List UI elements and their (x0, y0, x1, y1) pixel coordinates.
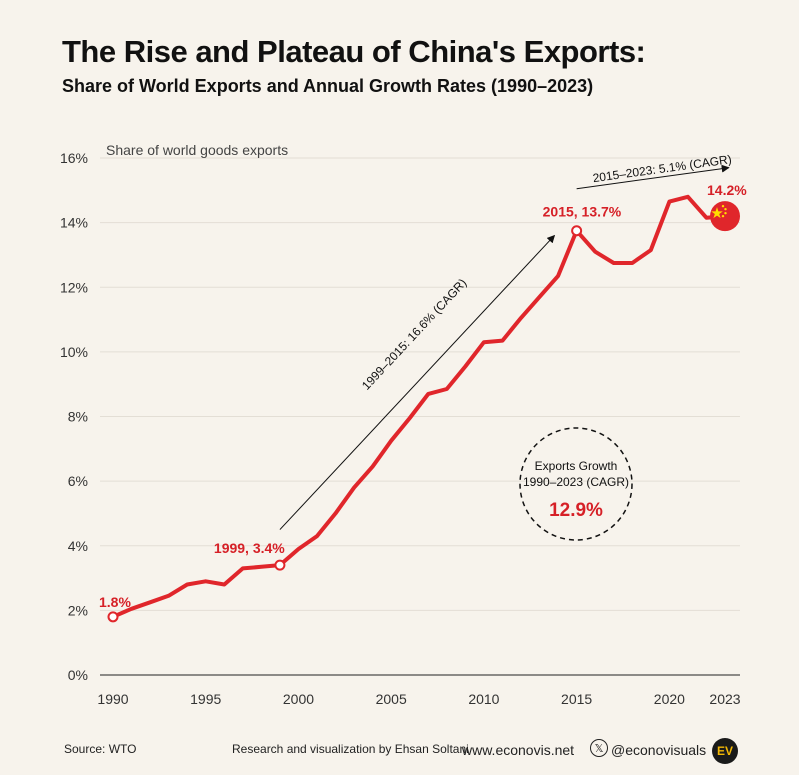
growth-callout: Exports Growth 1990–2023 (CAGR) 12.9% (519, 427, 633, 541)
y-tick-label: 0% (68, 667, 88, 683)
x-tick-label: 2005 (376, 691, 407, 707)
y-tick-label: 12% (60, 279, 88, 295)
x-tick-label: 2000 (283, 691, 314, 707)
y-tick-label: 8% (68, 409, 88, 425)
line-chart: Share of world goods exports 0% 2% 4% 6% 8% 1… (60, 142, 747, 707)
cagr-arrow-1999-2015: 1999–2015: 16.6% (CAGR) (279, 234, 556, 530)
point-label: 2015, 13.7% (543, 204, 622, 220)
y-tick-label: 4% (68, 538, 88, 554)
point-marker (571, 225, 583, 237)
point-marker (107, 611, 119, 623)
footer-website[interactable]: www.econovis.net (462, 742, 575, 758)
y-tick-label: 14% (60, 215, 88, 231)
footer-source: Source: WTO (64, 742, 137, 756)
y-tick-label: 6% (68, 473, 88, 489)
growth-callout-value: 12.9% (549, 500, 603, 521)
point-label: 1999, 3.4% (214, 540, 285, 556)
footer-credit: Research and visualization by Ehsan Solt… (232, 742, 469, 756)
page-subtitle: Share of World Exports and Annual Growth… (62, 76, 594, 96)
y-axis-label: Share of world goods exports (106, 142, 288, 158)
x-tick-label: 2023 (709, 691, 740, 707)
x-tick-labels: 1990 1995 2000 2005 2010 2015 2020 2023 (97, 691, 740, 707)
growth-callout-line2: 1990–2023 (CAGR) (523, 475, 629, 489)
growth-callout-line1: Exports Growth (535, 459, 618, 473)
y-tick-label: 10% (60, 344, 88, 360)
page-title: The Rise and Plateau of China's Exports: (62, 34, 646, 69)
point-label: 14.2% (707, 182, 747, 198)
x-tick-label: 2020 (654, 691, 685, 707)
y-tick-label: 2% (68, 602, 88, 618)
cagr-2015-2023-label: 2015–2023: 5.1% (CAGR) (592, 152, 733, 185)
footer-handle[interactable]: @econovisuals (611, 742, 707, 758)
cagr-1999-2015-label: 1999–2015: 16.6% (CAGR) (359, 276, 469, 393)
x-icon[interactable]: 𝕏 (590, 739, 608, 757)
x-tick-label: 2015 (561, 691, 592, 707)
econovis-logo-icon: EV (712, 738, 738, 764)
point-labels: 1.8% 1999, 3.4% 2015, 13.7% 14.2% (99, 182, 747, 610)
point-markers (107, 225, 583, 623)
x-tick-label: 1990 (97, 691, 128, 707)
series-line (111, 194, 727, 619)
y-tick-label: 16% (60, 150, 88, 166)
point-label: 1.8% (99, 594, 131, 610)
grid-lines (100, 157, 740, 611)
point-marker (274, 559, 286, 571)
x-tick-label: 2010 (468, 691, 499, 707)
china-flag-icon (710, 201, 740, 232)
x-tick-label: 1995 (190, 691, 221, 707)
y-tick-labels: 0% 2% 4% 6% 8% 10% 12% 14% 16% (60, 150, 88, 683)
